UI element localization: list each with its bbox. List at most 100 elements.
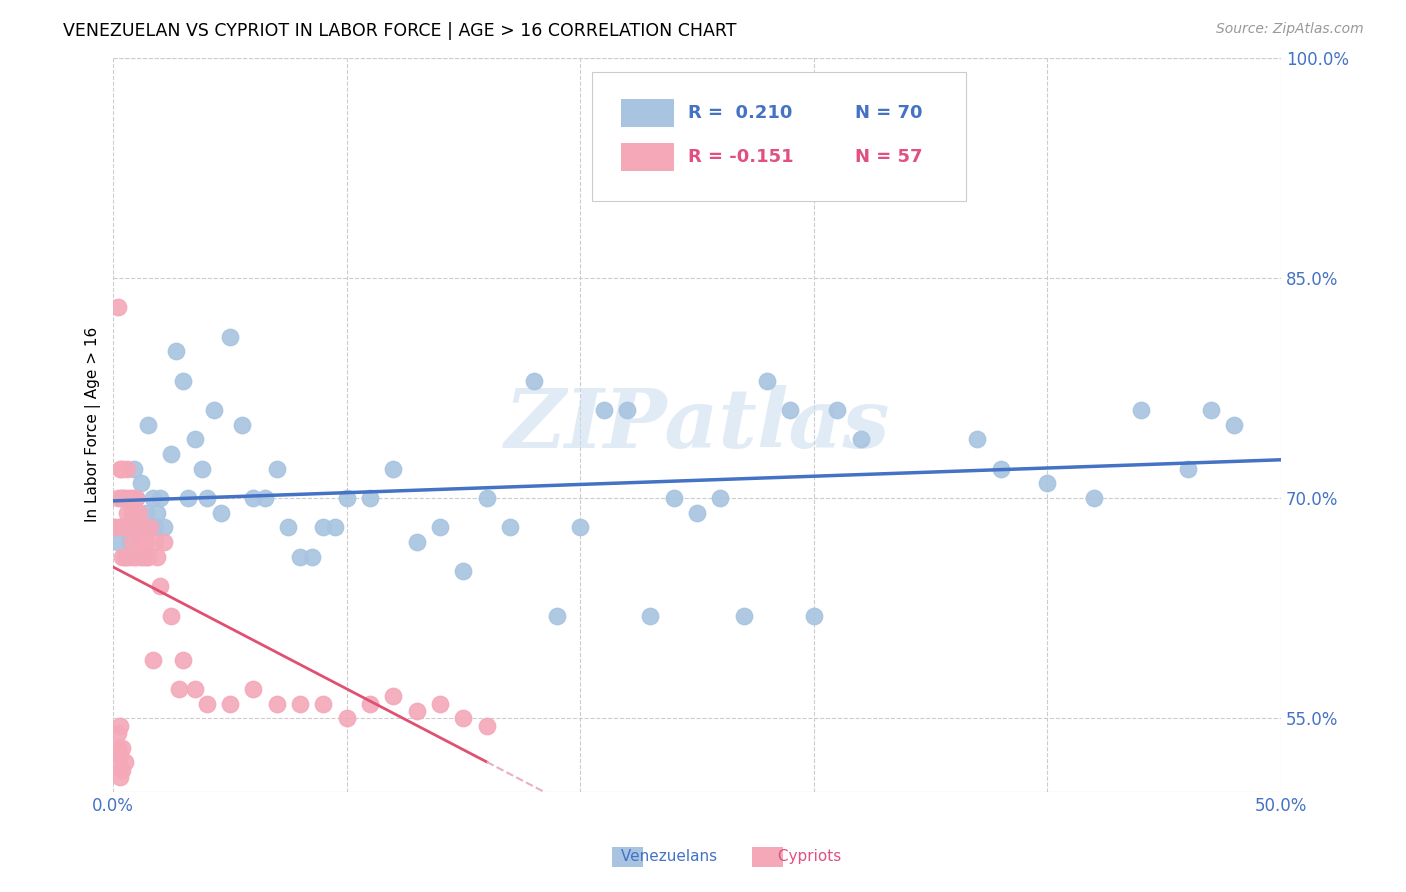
Point — [209, 506, 232, 520]
Point — [132, 520, 155, 534]
Point — [107, 535, 129, 549]
Point — [125, 491, 148, 505]
Point — [167, 681, 190, 696]
Point — [125, 491, 148, 505]
Text: R =  0.210: R = 0.210 — [688, 103, 792, 121]
Y-axis label: In Labor Force | Age > 16: In Labor Force | Age > 16 — [86, 327, 101, 523]
Point — [129, 520, 152, 534]
Point — [522, 374, 544, 388]
Point — [115, 461, 138, 475]
Point — [108, 520, 131, 534]
Point — [121, 506, 143, 520]
Point — [184, 681, 207, 696]
Point — [111, 740, 134, 755]
Point — [803, 608, 825, 623]
Text: R = -0.151: R = -0.151 — [688, 148, 793, 166]
Point — [111, 461, 134, 475]
Point — [121, 535, 143, 549]
Point — [108, 747, 131, 762]
Point — [177, 491, 200, 505]
Point — [104, 756, 127, 770]
Point — [359, 697, 381, 711]
Point — [118, 535, 141, 549]
Point — [231, 417, 253, 432]
Point — [115, 506, 138, 520]
Point — [640, 608, 662, 623]
Point — [242, 681, 264, 696]
Point — [114, 491, 136, 505]
Point — [160, 447, 183, 461]
Point — [107, 491, 129, 505]
Point — [139, 520, 162, 534]
Point — [359, 491, 381, 505]
Point — [288, 549, 311, 564]
Point — [323, 520, 346, 534]
Point — [142, 652, 165, 666]
Point — [128, 506, 150, 520]
Point — [125, 520, 148, 534]
Point — [122, 520, 145, 534]
Bar — [621, 99, 673, 127]
Point — [114, 549, 136, 564]
Point — [108, 461, 131, 475]
Point — [453, 565, 475, 579]
Point — [429, 697, 451, 711]
Text: Source: ZipAtlas.com: Source: ZipAtlas.com — [1216, 22, 1364, 37]
Point — [195, 697, 218, 711]
Point — [1129, 403, 1152, 417]
Point — [312, 697, 335, 711]
Point — [108, 770, 131, 784]
Point — [118, 549, 141, 564]
Point — [592, 403, 614, 417]
Point — [709, 491, 731, 505]
Point — [336, 491, 359, 505]
Point — [288, 697, 311, 711]
Point — [266, 461, 288, 475]
Point — [135, 506, 157, 520]
Point — [165, 344, 187, 359]
Point — [475, 718, 498, 732]
Text: N = 70: N = 70 — [855, 103, 922, 121]
Point — [686, 506, 709, 520]
Point — [966, 433, 988, 447]
Point — [114, 549, 136, 564]
Point — [1199, 403, 1222, 417]
Point — [266, 697, 288, 711]
Text: ZIPatlas: ZIPatlas — [505, 384, 890, 465]
Point — [108, 718, 131, 732]
Point — [135, 535, 157, 549]
Point — [129, 476, 152, 491]
Point — [475, 491, 498, 505]
Point — [405, 535, 427, 549]
Point — [107, 300, 129, 314]
Point — [153, 535, 176, 549]
Point — [132, 549, 155, 564]
Point — [136, 549, 159, 564]
Point — [111, 549, 134, 564]
Point — [149, 579, 172, 593]
Point — [118, 520, 141, 534]
Point — [114, 756, 136, 770]
Point — [429, 520, 451, 534]
Point — [219, 329, 242, 343]
Point — [143, 535, 166, 549]
Point — [195, 491, 218, 505]
Point — [779, 403, 801, 417]
Point — [107, 726, 129, 740]
Point — [301, 549, 323, 564]
Point — [172, 652, 194, 666]
Point — [115, 520, 138, 534]
Point — [202, 403, 225, 417]
Point — [132, 535, 155, 549]
Point — [143, 520, 166, 534]
Point — [382, 690, 405, 704]
Point — [122, 549, 145, 564]
Bar — [621, 143, 673, 170]
Point — [122, 461, 145, 475]
Point — [121, 491, 143, 505]
Point — [382, 461, 405, 475]
Point — [135, 549, 157, 564]
Point — [242, 491, 264, 505]
Point — [184, 433, 207, 447]
Point — [146, 549, 169, 564]
